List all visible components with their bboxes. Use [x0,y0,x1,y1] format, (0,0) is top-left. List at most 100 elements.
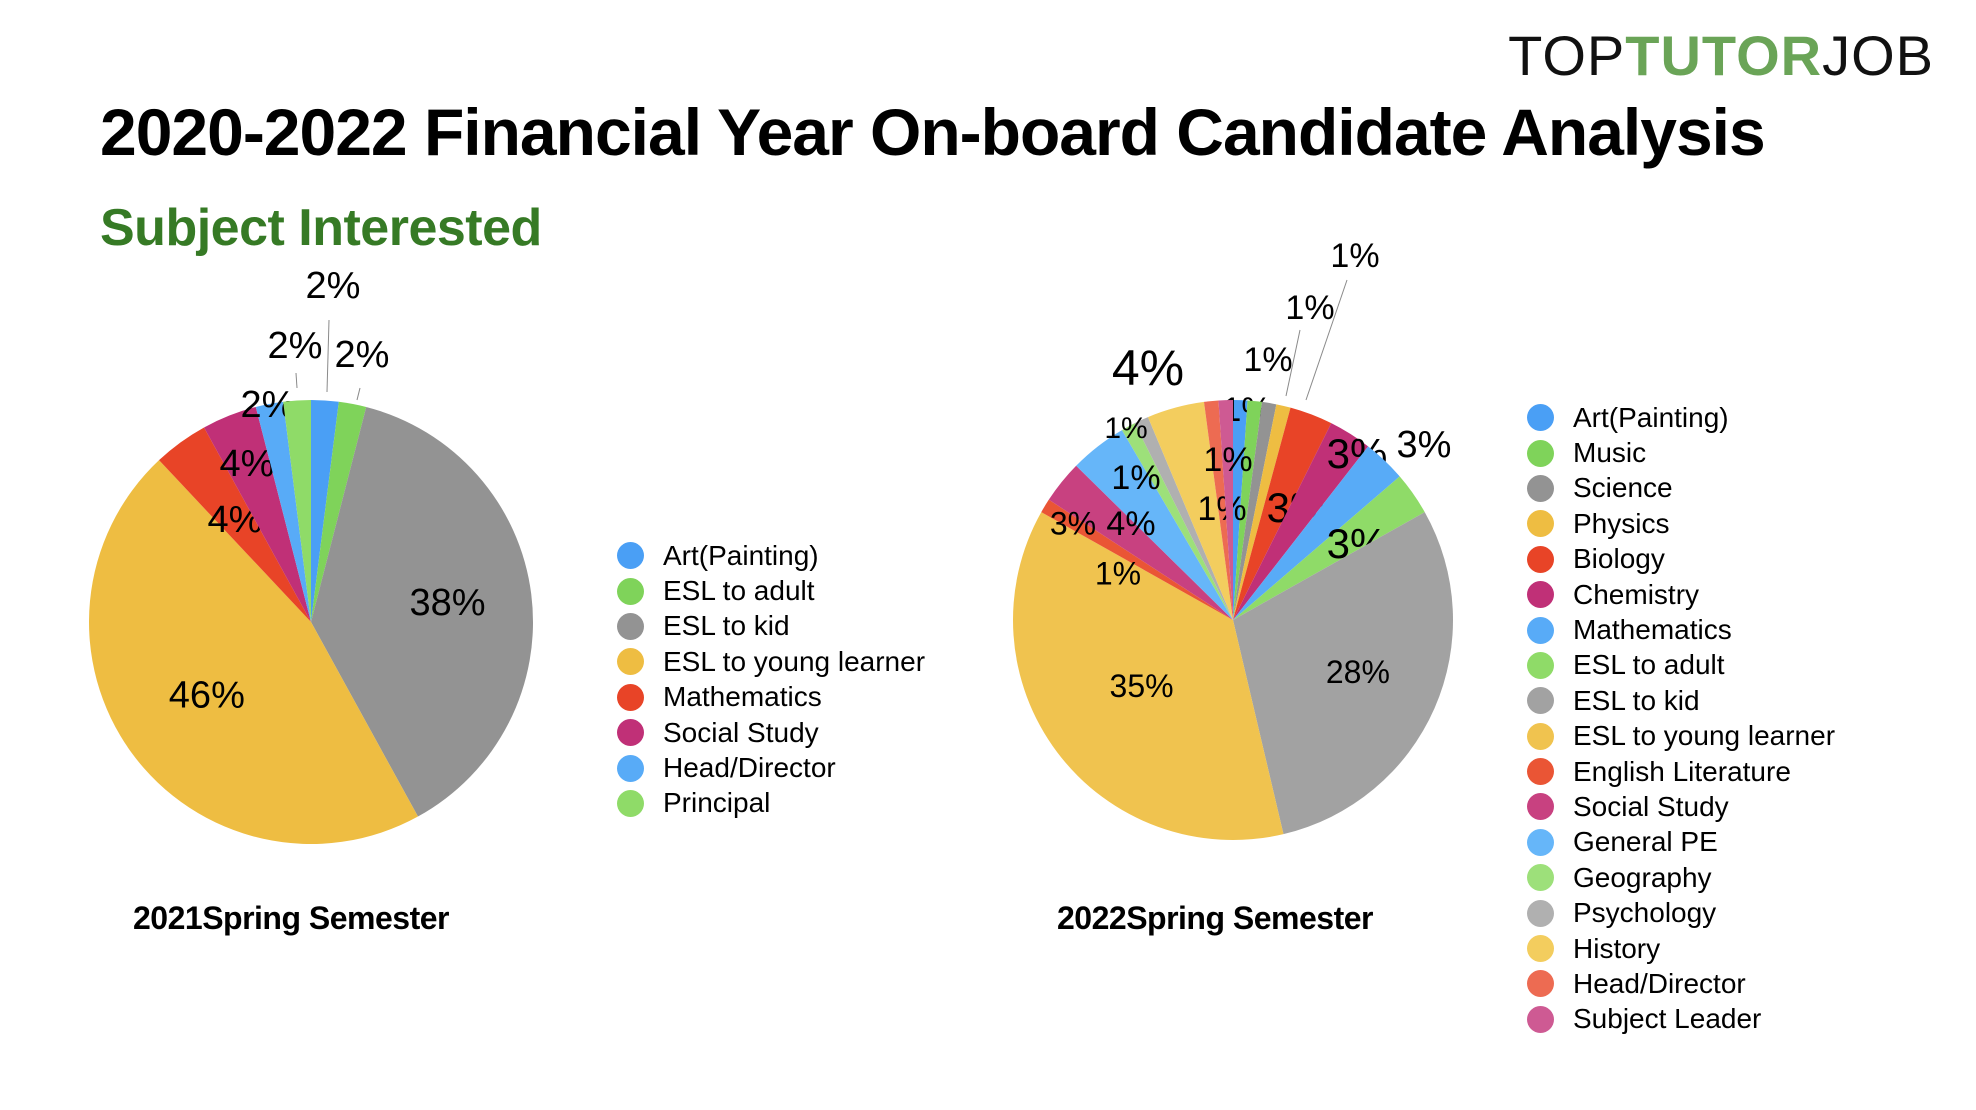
pie-slice-geography [1121,423,1233,620]
legend-item: Subject Leader [1527,1002,1835,1037]
data-label: 4% [1106,505,1155,543]
legend-swatch-icon [617,754,644,782]
data-label: 35% [1110,668,1174,704]
leader-line [1305,279,1348,401]
data-label: 3% [1050,505,1096,541]
legend-swatch-icon [1527,510,1554,538]
legend-item: Psychology [1527,895,1835,930]
legend-2021: Art(Painting) ESL to adult ESL to kid ESL t… [617,538,925,821]
pie-slice-esl-to-adult [1233,476,1425,620]
legend-swatch-icon [1527,722,1554,750]
leader-line [326,319,330,393]
data-label: 1% [1111,459,1160,497]
legend-item: Principal [617,786,925,821]
legend-label: Music [1573,437,1647,469]
leader-line [1285,329,1301,397]
pie-chart-2021: 2%2%38%46%4%4%2%2% [88,265,534,845]
legend-label: Social Study [1573,790,1729,822]
legend-swatch-icon [1527,404,1554,432]
data-label: 2% [268,325,323,367]
legend-2022: Art(Painting) Music Science Physics Biology C… [1527,400,1835,1037]
legend-swatch-icon [1527,864,1554,892]
pie-slice-principal [283,400,311,622]
data-label: 1% [1095,555,1141,591]
legend-label: Head/Director [1573,967,1746,999]
pie-slice-subject-leader [1218,400,1233,620]
pie-slice-social-study [1048,465,1233,620]
pie-slice-mathematics [159,427,311,622]
legend-swatch-icon [1527,899,1554,927]
legend-label: ESL to young learner [663,645,926,677]
page-title: 2020-2022 Financial Year On-board Candid… [100,95,1766,169]
legend-label: English Literature [1573,755,1791,787]
data-label: 2% [306,265,361,307]
legend-swatch-icon [617,789,644,817]
pie-slice-general-pe [1076,430,1233,620]
legend-label: Head/Director [663,752,836,784]
legend-item: ESL to kid [617,609,925,644]
data-label: 46% [169,675,245,717]
legend-item: History [1527,931,1835,966]
legend-label: Mathematics [1573,614,1732,646]
legend-item: Chemistry [1527,577,1835,612]
legend-swatch-icon [617,648,644,676]
data-label: 1% [1104,412,1147,445]
legend-item: ESL to young learner [1527,719,1835,754]
legend-label: ESL to adult [1573,649,1725,681]
legend-label: Physics [1573,507,1670,539]
legend-label: ESL to kid [1573,684,1700,716]
legend-swatch-icon [1527,793,1554,821]
pie-slice-social-study [204,406,311,622]
legend-label: Geography [1573,861,1712,893]
pie-slice-esl-to-young-learner [88,460,418,845]
pie-slice-esl-to-young-learner [1012,512,1284,840]
legend-swatch-icon [617,542,644,570]
legend-item: Science [1527,471,1835,506]
pie-slice-biology [1233,407,1332,620]
legend-item: ESL to kid [1527,683,1835,718]
pie-slice-science [1233,401,1277,620]
legend-swatch-icon [1527,616,1554,644]
legend-label: ESL to kid [663,610,790,642]
legend-item: Art(Painting) [617,538,925,573]
legend-label: Principal [663,787,771,819]
legend-item: ESL to adult [617,573,925,608]
pie-slice-mathematics [1233,446,1400,620]
data-label: 1% [1330,237,1379,275]
pie-slice-head-director [1203,400,1233,620]
pie-slice-esl-to-adult [311,401,367,622]
legend-label: General PE [1573,826,1718,858]
logo-tutor: TUTOR [1625,24,1823,87]
legend-item: ESL to young learner [617,644,925,679]
pie-slice-esl-to-kid [311,406,534,817]
leader-line [295,372,298,389]
legend-label: Social Study [663,716,819,748]
pie-slice-music [1233,400,1263,620]
legend-item: Social Study [1527,789,1835,824]
logo-top: TOP [1508,24,1626,87]
data-label: 3% [1397,424,1452,466]
legend-swatch-icon [1527,1005,1554,1033]
legend-swatch-icon [617,577,644,605]
chart-caption-2022: 2022Spring Semester [1057,900,1374,936]
legend-item: Social Study [617,715,925,750]
legend-item: Biology [1527,542,1835,577]
pie-slice-physics [1233,404,1291,620]
pie-slice-chemistry [1233,423,1369,620]
legend-swatch-icon [1527,474,1554,502]
legend-label: ESL to young learner [1573,720,1836,752]
legend-swatch-icon [1527,970,1554,998]
legend-label: Science [1573,472,1673,504]
legend-item: English Literature [1527,754,1835,789]
data-label: 1% [1203,441,1252,479]
legend-label: History [1573,932,1661,964]
leader-line [356,387,361,401]
legend-label: Psychology [1573,897,1717,929]
legend-label: Art(Painting) [1573,401,1729,433]
data-label: 1% [1243,341,1292,379]
pie-slice-art-painting- [1233,400,1248,620]
legend-label: ESL to adult [663,575,815,607]
legend-item: Mathematics [1527,612,1835,647]
legend-swatch-icon [1527,758,1554,786]
